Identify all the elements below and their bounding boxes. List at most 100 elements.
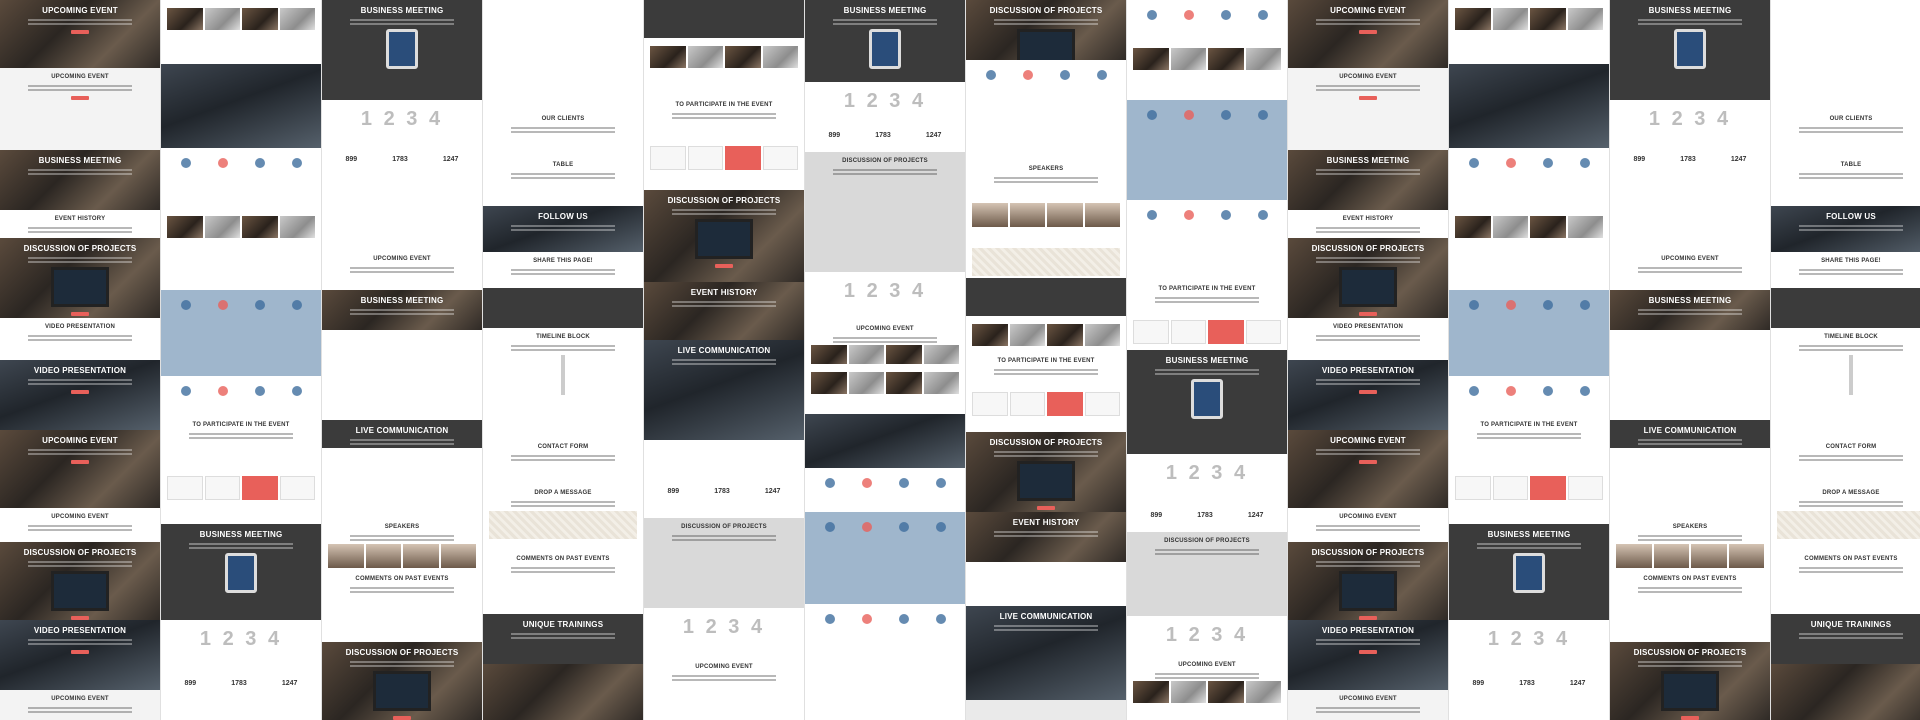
section-block[interactable]: TIMELINE BLOCK bbox=[483, 328, 643, 438]
pricing-column[interactable] bbox=[687, 146, 723, 170]
section-block[interactable]: SHARE THIS PAGE! bbox=[1771, 252, 1920, 288]
section-block[interactable]: TO PARTICIPATE IN THE EVENT bbox=[644, 96, 804, 136]
pricing-column[interactable] bbox=[1133, 320, 1169, 344]
section-block[interactable]: OUR CLIENTS bbox=[483, 110, 643, 156]
section-block[interactable]: LIVE COMMUNICATION bbox=[644, 340, 804, 440]
section-block[interactable]: UPCOMING EVENT bbox=[0, 0, 160, 68]
section-block[interactable]: 899 1783 1247 bbox=[322, 146, 482, 186]
cta-button[interactable] bbox=[715, 264, 733, 269]
section-block[interactable] bbox=[644, 0, 804, 38]
section-block[interactable] bbox=[1610, 448, 1770, 518]
section-block[interactable]: FOLLOW US bbox=[483, 206, 643, 252]
section-block[interactable] bbox=[1449, 64, 1609, 148]
section-block[interactable]: DROP A MESSAGE bbox=[1771, 484, 1920, 550]
section-block[interactable] bbox=[966, 316, 1126, 352]
section-block[interactable]: SPEAKERS bbox=[1610, 518, 1770, 570]
section-block[interactable]: TIMELINE BLOCK bbox=[1771, 328, 1920, 438]
section-block[interactable]: SPEAKERS bbox=[966, 160, 1126, 194]
cta-button[interactable] bbox=[1359, 390, 1377, 395]
section-block[interactable] bbox=[1127, 0, 1287, 40]
section-block[interactable]: UPCOMING EVENT bbox=[0, 690, 160, 720]
section-block[interactable]: COMMENTS ON PAST EVENTS bbox=[322, 570, 482, 642]
section-block[interactable] bbox=[483, 0, 643, 110]
section-block[interactable] bbox=[1127, 200, 1287, 240]
section-block[interactable]: DISCUSSION OF PROJECTS bbox=[644, 190, 804, 282]
section-block[interactable]: COMMENTS ON PAST EVENTS bbox=[1610, 570, 1770, 642]
section-block[interactable] bbox=[322, 330, 482, 420]
section-block[interactable]: DISCUSSION OF PROJECTS bbox=[966, 432, 1126, 512]
section-block[interactable] bbox=[161, 208, 321, 290]
section-block[interactable]: VIDEO PRESENTATION bbox=[1288, 318, 1448, 360]
section-block[interactable] bbox=[1449, 148, 1609, 208]
section-block[interactable]: UPCOMING EVENT bbox=[644, 658, 804, 720]
section-block[interactable]: VIDEO PRESENTATION bbox=[1288, 620, 1448, 690]
section-block[interactable] bbox=[1449, 466, 1609, 524]
section-block[interactable] bbox=[1127, 40, 1287, 100]
cta-button[interactable] bbox=[71, 616, 89, 620]
section-block[interactable] bbox=[805, 468, 965, 512]
section-block[interactable]: OUR CLIENTS bbox=[1771, 110, 1920, 156]
section-block[interactable] bbox=[322, 186, 482, 250]
section-block[interactable] bbox=[1127, 310, 1287, 350]
section-block[interactable] bbox=[966, 194, 1126, 238]
section-block[interactable] bbox=[966, 238, 1126, 278]
section-block[interactable] bbox=[644, 38, 804, 96]
section-block[interactable] bbox=[1610, 330, 1770, 420]
section-block[interactable] bbox=[805, 604, 965, 654]
section-block[interactable] bbox=[1771, 288, 1920, 328]
section-block[interactable]: TO PARTICIPATE IN THE EVENT bbox=[966, 352, 1126, 382]
section-block[interactable]: UPCOMING EVENT bbox=[0, 508, 160, 542]
section-block[interactable] bbox=[805, 414, 965, 468]
section-block[interactable] bbox=[966, 562, 1126, 606]
section-block[interactable] bbox=[1127, 240, 1287, 280]
section-block[interactable] bbox=[1449, 376, 1609, 416]
section-block[interactable]: COMMENTS ON PAST EVENTS bbox=[483, 550, 643, 584]
section-block[interactable]: DISCUSSION OF PROJECTS bbox=[0, 542, 160, 620]
section-block[interactable]: LIVE COMMUNICATION bbox=[966, 606, 1126, 700]
section-block[interactable] bbox=[1127, 100, 1287, 200]
cta-button[interactable] bbox=[1359, 460, 1377, 465]
section-block[interactable]: UNIQUE TRAININGS bbox=[483, 614, 643, 664]
section-block[interactable]: TABLE bbox=[1771, 156, 1920, 206]
section-block[interactable]: UPCOMING EVENT bbox=[805, 320, 965, 364]
section-block[interactable] bbox=[161, 64, 321, 148]
cta-button[interactable] bbox=[71, 312, 89, 317]
section-block[interactable] bbox=[966, 278, 1126, 316]
section-block[interactable] bbox=[483, 288, 643, 328]
section-block[interactable]: TO PARTICIPATE IN THE EVENT bbox=[1449, 416, 1609, 466]
section-block[interactable]: DISCUSSION OF PROJECTS bbox=[1127, 532, 1287, 616]
section-block[interactable]: EVENT HISTORY bbox=[1288, 210, 1448, 238]
section-block[interactable]: VIDEO PRESENTATION bbox=[0, 360, 160, 430]
section-block[interactable]: DISCUSSION OF PROJECTS bbox=[966, 0, 1126, 60]
pricing-column[interactable] bbox=[1170, 320, 1206, 344]
section-block[interactable]: EVENT HISTORY bbox=[0, 210, 160, 238]
pricing-column[interactable] bbox=[1245, 320, 1281, 344]
section-block[interactable] bbox=[483, 664, 643, 720]
pricing-column[interactable] bbox=[242, 476, 278, 500]
section-block[interactable] bbox=[322, 448, 482, 518]
section-block[interactable]: 1 2 3 4 bbox=[805, 82, 965, 122]
section-block[interactable]: UPCOMING EVENT bbox=[1610, 250, 1770, 290]
section-block[interactable] bbox=[966, 100, 1126, 160]
section-block[interactable]: DROP A MESSAGE bbox=[483, 484, 643, 550]
section-block[interactable]: DISCUSSION OF PROJECTS bbox=[805, 152, 965, 272]
section-block[interactable]: 899 1783 1247 bbox=[805, 122, 965, 152]
section-block[interactable]: BUSINESS MEETING bbox=[1449, 524, 1609, 620]
cta-button[interactable] bbox=[1359, 650, 1377, 655]
pricing-column[interactable] bbox=[1492, 476, 1528, 500]
pricing-column[interactable] bbox=[1009, 392, 1045, 416]
section-block[interactable]: DISCUSSION OF PROJECTS bbox=[644, 518, 804, 608]
section-block[interactable]: DISCUSSION OF PROJECTS bbox=[0, 238, 160, 318]
section-block[interactable]: FOLLOW US bbox=[1771, 206, 1920, 252]
section-block[interactable] bbox=[805, 512, 965, 604]
pricing-column[interactable] bbox=[1530, 476, 1566, 500]
section-block[interactable]: UPCOMING EVENT bbox=[322, 250, 482, 290]
section-block[interactable] bbox=[161, 0, 321, 64]
cta-button[interactable] bbox=[71, 390, 89, 395]
section-block[interactable] bbox=[966, 382, 1126, 432]
section-block[interactable] bbox=[1610, 186, 1770, 250]
section-block[interactable]: UPCOMING EVENT bbox=[1288, 68, 1448, 150]
section-block[interactable]: VIDEO PRESENTATION bbox=[0, 620, 160, 690]
pricing-column[interactable] bbox=[1567, 476, 1603, 500]
section-block[interactable]: UPCOMING EVENT bbox=[0, 430, 160, 508]
